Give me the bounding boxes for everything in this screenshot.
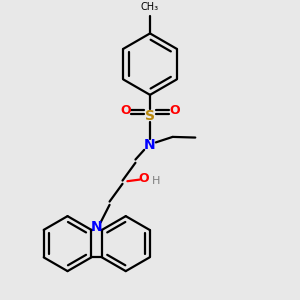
- Text: N: N: [91, 220, 102, 235]
- Text: N: N: [144, 138, 156, 152]
- Text: O: O: [120, 104, 131, 117]
- Text: O: O: [169, 104, 180, 117]
- Text: S: S: [145, 109, 155, 123]
- Text: H: H: [152, 176, 161, 186]
- Text: CH₃: CH₃: [141, 2, 159, 12]
- Text: O: O: [138, 172, 149, 185]
